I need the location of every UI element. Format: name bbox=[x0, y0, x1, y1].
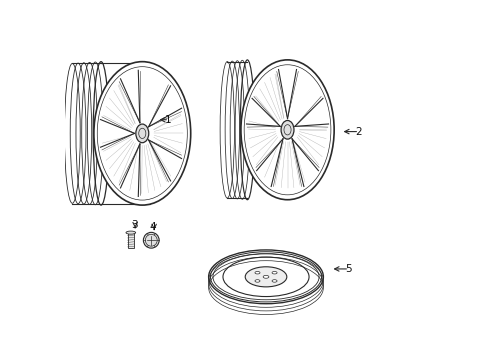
Ellipse shape bbox=[143, 232, 159, 248]
Ellipse shape bbox=[263, 275, 268, 278]
Ellipse shape bbox=[126, 231, 135, 234]
Ellipse shape bbox=[254, 271, 260, 274]
Ellipse shape bbox=[281, 121, 293, 139]
Ellipse shape bbox=[244, 267, 286, 287]
Bar bbox=[127, 233, 134, 248]
Ellipse shape bbox=[254, 280, 260, 282]
Ellipse shape bbox=[136, 124, 148, 143]
Text: 2: 2 bbox=[354, 127, 361, 136]
Text: 1: 1 bbox=[164, 115, 171, 125]
Text: 3: 3 bbox=[131, 220, 137, 230]
Text: 5: 5 bbox=[344, 264, 351, 274]
Ellipse shape bbox=[271, 271, 277, 274]
Ellipse shape bbox=[271, 280, 277, 282]
Ellipse shape bbox=[241, 60, 333, 200]
Text: 4: 4 bbox=[149, 222, 156, 231]
Ellipse shape bbox=[94, 62, 190, 205]
